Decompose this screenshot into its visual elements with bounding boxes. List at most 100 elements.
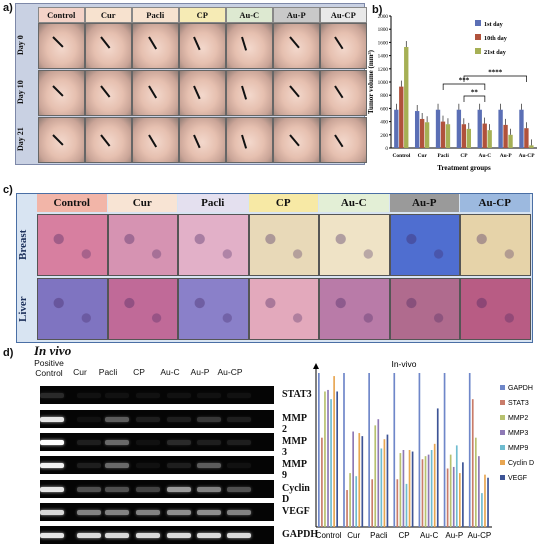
gene-label: MMP 9: [282, 459, 307, 481]
legend-label: VEGF: [508, 475, 527, 482]
band-intensity-bar: [368, 373, 370, 527]
band-intensity-bar: [468, 373, 471, 527]
mouse-tumor-photo: [132, 70, 179, 116]
gel-band: [227, 417, 251, 422]
category-label: Au-C: [479, 153, 492, 159]
mouse-tumor-photo: [320, 23, 367, 69]
gel-band: [105, 393, 129, 398]
y-axis-label: Tumor volume (mm³): [367, 49, 375, 114]
mouse-column-header: Pacli: [132, 7, 179, 23]
gel-band: [105, 510, 129, 515]
legend-swatch: [475, 20, 481, 26]
band-intensity-bar: [352, 431, 354, 527]
gel-band: [136, 440, 160, 445]
band-intensity-bar: [336, 391, 339, 527]
histology-column-header: Au-CP: [460, 194, 530, 212]
y-axis-arrow-icon: [313, 363, 319, 369]
chart-title: In-vivo: [391, 359, 416, 369]
significance-label: **: [471, 89, 479, 97]
tumor-volume-bar: [519, 109, 524, 148]
tumor-volume-bar: [445, 124, 451, 148]
band-intensity-bar: [343, 373, 345, 527]
mouse-tumor-photo: [132, 117, 179, 163]
legend-swatch: [475, 34, 481, 40]
band-intensity-bar: [458, 473, 461, 527]
legend-label: MMP9: [508, 445, 528, 452]
mouse-tumor-photo: [320, 117, 367, 163]
band-intensity-bar: [386, 434, 389, 527]
gel-row: [40, 456, 274, 474]
gel-band: [167, 533, 191, 538]
band-intensity-bar: [474, 437, 477, 527]
band-intensity-bar: [446, 468, 449, 527]
legend-label: GAPDH: [508, 385, 533, 392]
gene-label: Cyclin D: [282, 483, 310, 505]
significance-bracket: [463, 75, 527, 82]
legend-swatch: [500, 460, 505, 465]
legend-swatch: [500, 445, 505, 450]
legend-swatch: [475, 48, 481, 54]
tumor-volume-bar: [456, 109, 462, 148]
y-tick-label: 200: [380, 133, 388, 139]
tumor-volume-bar: [498, 109, 503, 148]
gel-band: [77, 533, 101, 538]
tumor-arrow-icon: [334, 85, 344, 99]
gel-band: [40, 463, 64, 468]
histology-micrograph: [460, 214, 531, 276]
gel-band: [227, 533, 251, 538]
mouse-tumor-photo: [85, 70, 132, 116]
band-intensity-bar: [430, 450, 433, 527]
mouse-column-header: Au-CP: [320, 7, 367, 23]
gel-row: [40, 503, 274, 521]
histology-column-header: Au-P: [389, 194, 459, 212]
y-tick-label: 1400: [378, 54, 389, 60]
mouse-tumor-photo: [85, 23, 132, 69]
band-intensity-bar: [355, 476, 358, 527]
gel-band: [167, 463, 191, 468]
gel-band: [136, 417, 160, 422]
legend-swatch: [500, 430, 505, 435]
mouse-tumor-photo: [38, 70, 85, 116]
gel-band: [40, 440, 64, 445]
gel-band: [197, 417, 221, 422]
category-label: Pacli: [370, 531, 388, 540]
band-intensity-bar: [408, 450, 411, 527]
panel-d-title: In vivo: [34, 343, 72, 358]
gel-band: [40, 533, 64, 538]
gel-band: [197, 463, 221, 468]
mouse-column-header: CP: [179, 7, 226, 23]
gene-label: MMP 3: [282, 436, 307, 458]
gel-band: [197, 487, 221, 492]
gel-band: [136, 393, 160, 398]
tumor-volume-bar: [487, 130, 492, 148]
band-intensity-bar: [436, 408, 439, 527]
band-intensity-bar: [411, 451, 414, 527]
gel-band: [167, 487, 191, 492]
histology-column-header: Au-C: [319, 194, 389, 212]
category-label: Cur: [418, 153, 428, 159]
gel-band: [197, 393, 221, 398]
tumor-volume-bar: [394, 109, 399, 148]
band-intensity-bar: [433, 443, 436, 527]
band-intensity-bar: [484, 474, 486, 527]
tumor-volume-bar: [419, 118, 425, 148]
significance-bracket: [463, 95, 486, 102]
histology-micrograph: [178, 214, 249, 276]
band-intensity-bar: [452, 466, 455, 527]
band-intensity-bar: [327, 389, 329, 527]
mouse-column-header: Control: [38, 7, 85, 23]
band-intensity-bar: [487, 477, 489, 527]
band-intensity-svg: In-vivoRelative Band IntensityControlCur…: [299, 359, 534, 540]
band-intensity-bar: [402, 450, 405, 527]
gel-band: [227, 510, 251, 515]
x-axis-label: Treatment groups: [437, 164, 491, 172]
histology-micrograph: [107, 278, 178, 340]
mouse-tumor-photo: [179, 117, 226, 163]
tumor-volume-chart: 0 200 400 600 800 1000 1200 1400 1600 1800 2000 Con…: [365, 10, 550, 188]
category-label: Au-CP: [468, 531, 492, 540]
y-tick-label: 2000: [378, 14, 389, 20]
mouse-tumor-photo: [179, 23, 226, 69]
histology-column-header: Cur: [107, 194, 177, 212]
panel-b-letter: b): [372, 4, 383, 16]
histology-column-header: CP: [248, 194, 318, 212]
